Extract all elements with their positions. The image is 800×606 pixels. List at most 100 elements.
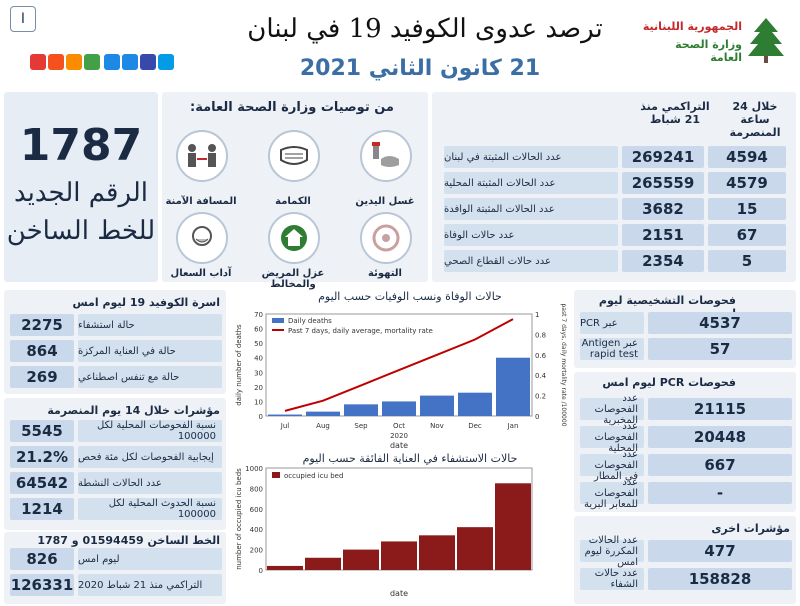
diagnostic-tests-label: عبر Antigen rapid test [580, 338, 644, 360]
chart1-bar [382, 401, 416, 416]
summary-col-24h: خلال 24 ساعة المنصرمة [729, 100, 781, 139]
badge-dot-6 [122, 54, 138, 70]
badge-dot-1 [30, 54, 46, 70]
page-number-badge: I [10, 6, 36, 32]
chart1-y-label: daily number of deaths [235, 324, 243, 406]
chart2-bar [305, 557, 341, 570]
chart1-x-tick: Sep [354, 422, 368, 430]
pcr-tests-label: عدد الفحوصات المحلية [580, 421, 644, 454]
chart2-y-tick: 200 [250, 547, 263, 555]
hotline-calls-value: 126331 [10, 574, 74, 596]
mask-icon [268, 130, 320, 182]
chart1-y2-tick: 0.4 [535, 372, 547, 380]
summary-row: عدد حالات الوفاة 2151 67 [444, 224, 788, 246]
page-date: 21 كانون الثاني 2021 [299, 56, 541, 81]
chart2-x-label: date [390, 589, 408, 598]
badge-dot-5 [104, 54, 120, 70]
beds-label: حالة في العناية المركزة [78, 340, 222, 362]
summary-row-label: عدد الحالات المثبتة المحلية [444, 172, 618, 194]
badge-dot-2 [48, 54, 64, 70]
indicators14-row: 21.2% إيجابية الفحوصات لكل مئة فحص [10, 446, 222, 468]
other-indicators-value: 477 [648, 540, 792, 562]
chart1-y-tick: 0 [259, 413, 263, 421]
badge-dot-8 [158, 54, 174, 70]
other-indicators-row: عدد حالات الشفاء 158828 [580, 568, 792, 590]
icu-chart: 0 200 400 600 800 1000 date number of occupied … [235, 465, 533, 598]
beds-value: 2275 [10, 314, 74, 336]
pcr-tests-value: - [648, 482, 792, 504]
chart2-y-tick: 1000 [245, 465, 263, 473]
summary-row-label: عدد الحالات المثبتة الوافدة [444, 198, 618, 220]
chart1-bar [458, 392, 492, 416]
summary-row-total: 2354 [622, 250, 704, 272]
hotline-calls-title: الخط الساخن 01594459 و 1787 [37, 534, 220, 547]
summary-row-label: عدد حالات الوفاة [444, 224, 618, 246]
ministry-line1: الجمهورية اللبنانية [642, 20, 742, 33]
chart2-legend-swatch [272, 472, 280, 478]
chart2-bar [457, 527, 493, 570]
summary-row-total: 269241 [622, 146, 704, 168]
chart1-y2-tick: 0 [535, 413, 539, 421]
page-title: ترصد عدوى الكوفيد 19 في لبنان [247, 14, 603, 44]
chart1-legend-bar-swatch [272, 318, 284, 323]
chart1-y-tick: 70 [254, 311, 263, 319]
chart1-x-group: 2020 [390, 432, 408, 440]
pcr-tests-label: عدد الفحوصات للمعابر البرية [580, 477, 644, 510]
chart2-bar [419, 535, 455, 570]
deaths-chart-title: حالات الوفاة ونسب الوفيات حسب اليوم [318, 290, 502, 303]
indicators14-title: مؤشرات خلال 14 يوم المنصرمة [47, 404, 220, 417]
badge-dot-3 [66, 54, 82, 70]
beds-title: اسرة الكوفيد 19 ليوم امس [72, 296, 220, 309]
ventilation-icon [360, 212, 412, 264]
pcr-tests-label: عدد الفحوصات المخبرية [580, 393, 644, 426]
cedar-logo-icon [748, 18, 784, 63]
pcr-title: فحوصات PCR ليوم امس [602, 376, 736, 389]
chart1-x-tick: Dec [468, 422, 482, 430]
summary-row-label: عدد الحالات المثبتة في لبنان [444, 146, 618, 168]
chart1-y2-label: past 7 days, daily mortality rate /10000… [560, 304, 567, 427]
diagnostic-tests-value: 4537 [648, 312, 792, 334]
diagnostic-tests-row: عبر Antigen rapid test 57 [580, 338, 792, 360]
summary-row-24h: 4594 [708, 146, 786, 168]
beds-label: حالة مع تنفس اصطناعي [78, 366, 222, 388]
cough-icon [176, 212, 228, 264]
chart1-bar [420, 395, 454, 416]
summary-row: عدد الحالات المثبتة الوافدة 3682 15 [444, 198, 788, 220]
hand-wash-icon [360, 130, 412, 182]
chart1-x-tick: Oct [393, 422, 405, 430]
beds-label: حالة استشفاء [78, 314, 222, 336]
chart1-y2-tick: 0.2 [535, 393, 546, 401]
badge-row [30, 54, 174, 74]
chart2-bar [267, 565, 303, 570]
rec-label-cough: آداب السعال [170, 268, 232, 279]
badge-dot-4 [84, 54, 100, 70]
indicators14-label: نسبة الفحوصات المحلية لكل 100000 [78, 420, 222, 442]
rec-label-hand-wash: غسل اليدين [355, 196, 415, 207]
chart1-legend-line: Past 7 days, daily average, mortality ra… [288, 327, 433, 335]
summary-row-total: 265559 [622, 172, 704, 194]
chart1-bar [306, 411, 340, 416]
chart1-y-tick: 60 [254, 326, 263, 334]
summary-row: عدد الحالات المثبتة المحلية 265559 4579 [444, 172, 788, 194]
pcr-tests-row: عدد الفحوصات في المطار667 [580, 449, 792, 482]
summary-row: عدد حالات القطاع الصحي 2354 5 [444, 250, 788, 272]
chart1-bar [344, 404, 378, 416]
chart2-y-tick: 0 [259, 567, 263, 575]
pcr-tests-row: عدد الفحوصات المخبرية21115 [580, 393, 792, 426]
chart1-y-tick: 10 [254, 398, 263, 406]
summary-row-24h: 5 [708, 250, 786, 272]
summary-row: عدد الحالات المثبتة في لبنان 269241 4594 [444, 146, 788, 168]
rec-label-distance: المسافة الآمنة [165, 196, 237, 207]
chart1-x-tick: Nov [430, 422, 444, 430]
hotline-calls-row: 826 ليوم امس [10, 548, 222, 570]
pcr-tests-row: عدد الفحوصات للمعابر البرية- [580, 477, 792, 510]
pcr-tests-value: 20448 [648, 426, 792, 448]
deaths-chart: 0 10 20 30 40 50 60 70 0 0.2 0.4 0.6 0.8 1 Jul Aug Sep Oc… [235, 304, 567, 450]
page-number: I [20, 11, 26, 27]
hotline-line2: للخط الساخن [6, 216, 156, 246]
summary-row-24h: 67 [708, 224, 786, 246]
chart1-y2-tick: 0.6 [535, 352, 547, 360]
indicators14-value: 21.2% [10, 446, 74, 468]
indicators14-row: 64542 عدد الحالات النشطة [10, 472, 222, 494]
chart2-y-tick: 600 [250, 506, 263, 514]
